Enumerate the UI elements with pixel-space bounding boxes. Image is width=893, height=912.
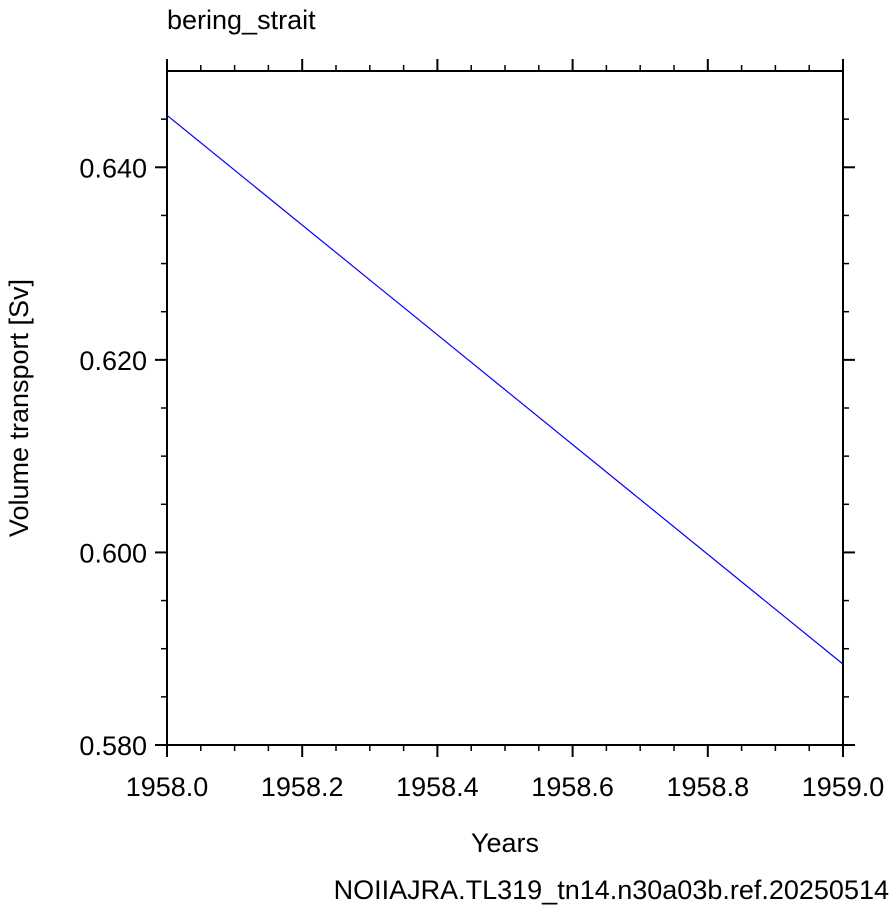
- y-tick-label: 0.580: [79, 731, 147, 761]
- x-tick-label: 1959.0: [802, 772, 885, 802]
- x-tick-label: 1958.4: [396, 772, 479, 802]
- chart-title: bering_strait: [167, 5, 316, 35]
- tick-labels: 1958.0 1958.2 1958.4 1958.6 1958.8 1959.0 0.58…: [79, 153, 884, 802]
- y-axis-label: Volume transport [Sv]: [4, 279, 34, 537]
- series-line: [166, 114, 844, 665]
- x-tick-label: 1958.2: [261, 772, 344, 802]
- y-tick-label: 0.640: [79, 153, 147, 183]
- y-tick-label: 0.620: [79, 346, 147, 376]
- footer-label: NOIIAJRA.TL319_tn14.n30a03b.ref.20250514: [334, 875, 889, 905]
- plot-frame: [166, 70, 844, 746]
- x-tick-label: 1958.8: [667, 772, 750, 802]
- y-tick-label: 0.600: [79, 538, 147, 568]
- x-axis-label: Years: [471, 828, 539, 858]
- x-tick-label: 1958.6: [531, 772, 614, 802]
- x-tick-label: 1958.0: [126, 772, 209, 802]
- tick-marks: [155, 59, 855, 757]
